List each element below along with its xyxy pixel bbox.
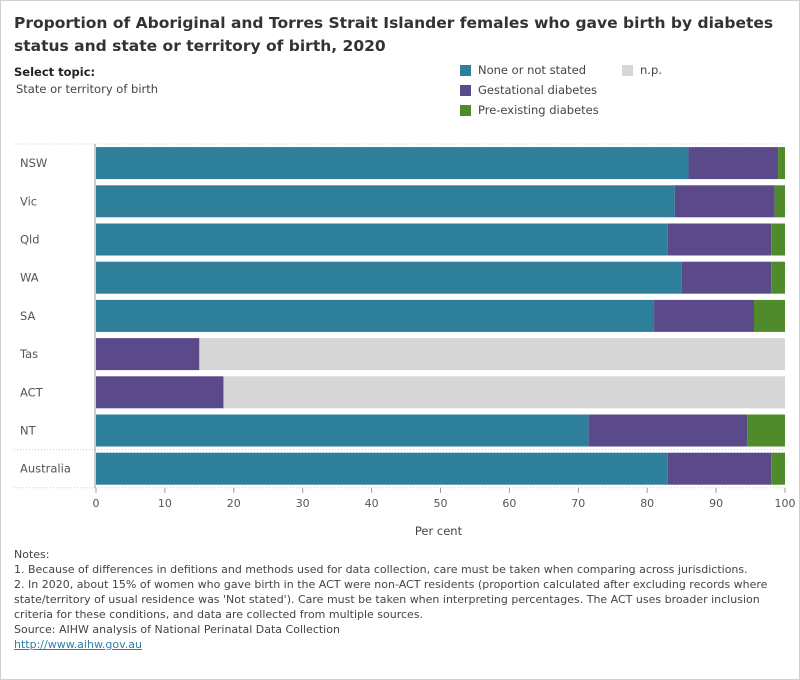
category-label-act: ACT — [20, 385, 44, 399]
legend-swatch-preexisting — [460, 104, 471, 116]
legend-item-np[interactable]: n.p. — [622, 63, 662, 77]
legend-item-none[interactable]: None or not stated — [460, 63, 586, 77]
legend-label-np: n.p. — [640, 63, 662, 77]
category-label-nt: NT — [20, 424, 37, 438]
bar-tas-series-1 — [96, 338, 200, 371]
notes: Notes: 1. Because of differences in defi… — [14, 547, 790, 652]
legend-swatch-gestational — [460, 84, 471, 96]
bar-sa-series-1 — [654, 299, 754, 332]
x-tick-label-70: 70 — [571, 497, 585, 510]
bar-act-series-3 — [223, 376, 786, 409]
source-text: Source: AIHW analysis of National Perina… — [14, 623, 340, 636]
legend-item-preexisting[interactable]: Pre-existing diabetes — [460, 103, 599, 117]
bar-nsw-series-2 — [778, 147, 785, 180]
x-tick-label-90: 90 — [709, 497, 723, 510]
category-label-wa: WA — [20, 271, 39, 285]
bar-nt-series-1 — [588, 414, 748, 447]
bar-sa-series-0 — [96, 299, 655, 332]
bar-vic-series-1 — [674, 185, 775, 218]
bar-nt-series-0 — [96, 414, 589, 447]
topic-label: Select topic: — [14, 65, 96, 79]
bar-vic-series-2 — [774, 185, 785, 218]
x-tick-label-60: 60 — [502, 497, 516, 510]
note-2: 2. In 2020, about 15% of women who gave … — [14, 578, 768, 621]
bar-wa-series-2 — [771, 261, 785, 294]
bar-australia-series-0 — [96, 452, 668, 485]
note-1: 1. Because of differences in defitions a… — [14, 563, 748, 576]
category-label-australia: Australia — [20, 462, 71, 476]
bar-wa-series-1 — [681, 261, 772, 294]
bar-wa-series-0 — [96, 261, 682, 294]
category-label-vic: Vic — [20, 194, 37, 208]
x-axis-label: Per cent — [415, 524, 463, 538]
notes-heading: Notes: — [14, 548, 50, 561]
category-label-tas: Tas — [19, 347, 38, 361]
x-tick-label-10: 10 — [158, 497, 172, 510]
aihw-link[interactable]: http://www.aihw.gov.au — [14, 638, 143, 651]
category-label-sa: SA — [20, 309, 36, 323]
legend-swatch-np — [622, 64, 633, 76]
bar-qld-series-1 — [667, 223, 772, 256]
bar-qld-series-0 — [96, 223, 668, 256]
category-label-nsw: NSW — [20, 156, 47, 170]
legend-label-preexisting: Pre-existing diabetes — [478, 103, 599, 117]
bar-qld-series-2 — [771, 223, 785, 256]
legend-item-gestational[interactable]: Gestational diabetes — [460, 83, 597, 97]
x-tick-label-20: 20 — [227, 497, 241, 510]
bar-australia-series-1 — [667, 452, 772, 485]
bar-nt-series-2 — [747, 414, 785, 447]
bar-tas-series-3 — [199, 338, 786, 371]
bar-chart: NSW Vic Qld WA SA Tas ACT NT Australia 0 10 20 30 40 5… — [14, 143, 796, 538]
x-tick-label-0: 0 — [93, 497, 100, 510]
x-tick-label-50: 50 — [434, 497, 448, 510]
bar-nsw-series-1 — [688, 147, 779, 180]
x-tick-label-100: 100 — [775, 497, 796, 510]
x-tick-label-40: 40 — [365, 497, 379, 510]
bar-act-series-1 — [96, 376, 224, 409]
bar-sa-series-2 — [753, 299, 785, 332]
chart-title: Proportion of Aboriginal and Torres Stra… — [14, 14, 774, 55]
topic-selector[interactable]: State or territory of birth — [16, 82, 159, 96]
bar-vic-series-0 — [96, 185, 675, 218]
category-label-qld: Qld — [20, 233, 40, 247]
legend-label-gestational: Gestational diabetes — [478, 83, 597, 97]
legend-label-none: None or not stated — [478, 63, 586, 77]
legend-swatch-none — [460, 64, 471, 76]
bar-australia-series-2 — [771, 452, 785, 485]
x-tick-label-80: 80 — [640, 497, 654, 510]
x-tick-label-30: 30 — [296, 497, 310, 510]
bar-nsw-series-0 — [96, 147, 689, 180]
